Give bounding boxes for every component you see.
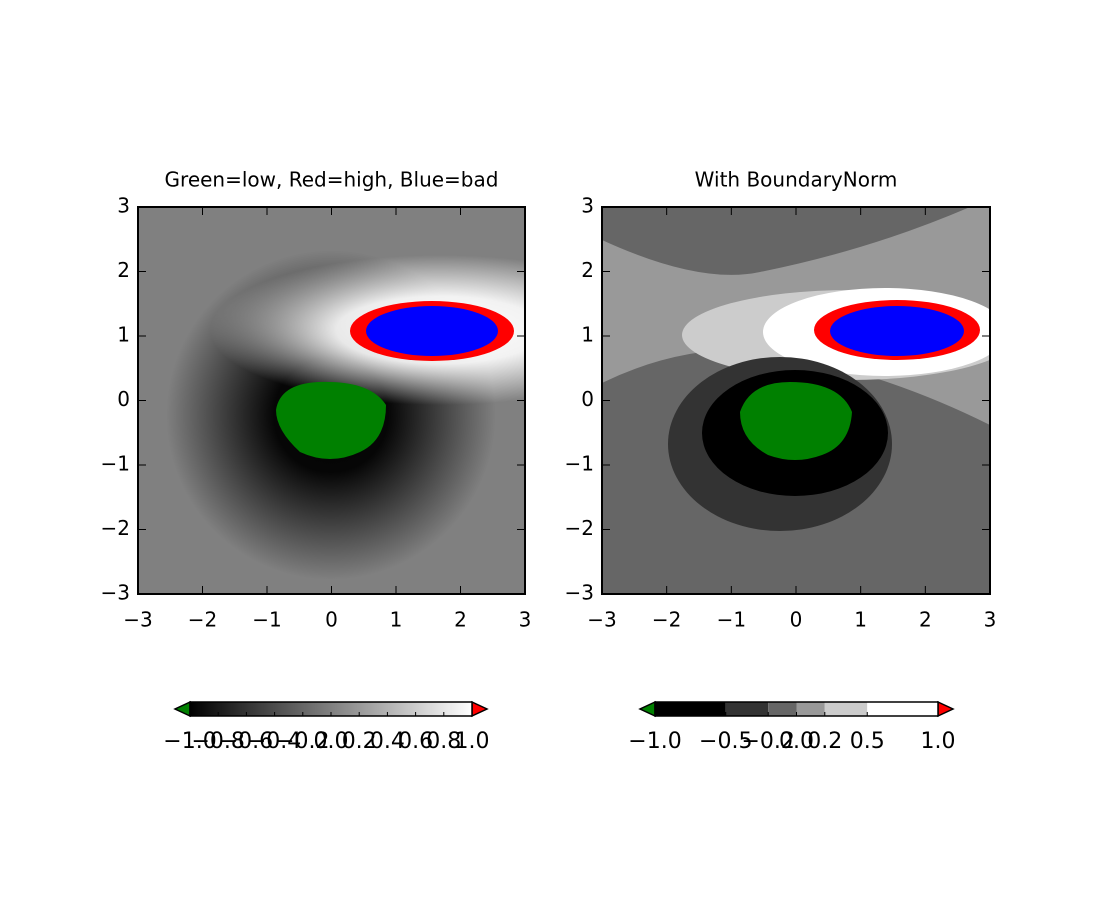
x-tick-label: −2 [652, 608, 681, 632]
colorbar-segment [655, 702, 726, 716]
y-tick-label: 1 [117, 323, 130, 347]
colorbar-segment [768, 702, 797, 716]
colorbar-tick-label: 0.4 [370, 729, 405, 754]
colorbar-tick-label: −0.4 [248, 729, 301, 754]
y-tick-label: −3 [565, 581, 594, 605]
bad-region [366, 306, 498, 356]
x-tick-label: −1 [252, 608, 281, 632]
colorbar-tick-label: 0.5 [850, 729, 885, 754]
y-tick-label: −1 [565, 452, 594, 476]
colorbar-segment [725, 702, 769, 716]
image-right [602, 207, 990, 594]
colorbar-tick-label: 0.0 [779, 729, 814, 754]
y-tick-label: −2 [101, 516, 130, 540]
colorbar-tick-label: −1.0 [163, 729, 216, 754]
colorbar-tick-label: 1.0 [921, 729, 956, 754]
y-tick-label: 3 [581, 194, 594, 218]
chart-title: Green=low, Red=high, Blue=bad [165, 168, 499, 192]
colorbar-tick-label: −0.2 [276, 729, 329, 754]
image-left [138, 207, 525, 594]
colorbar-tick-label: 1.0 [455, 729, 490, 754]
x-tick-label: −1 [717, 608, 746, 632]
colorbar-tick-label: 0.2 [342, 729, 377, 754]
x-tick-label: 3 [984, 608, 997, 632]
y-tick-label: 2 [117, 258, 130, 282]
x-tick-label: −3 [587, 608, 616, 632]
y-tick-label: 2 [581, 258, 594, 282]
x-tick-label: 0 [325, 608, 338, 632]
colorbar-under [173, 700, 191, 718]
colorbar-segment [867, 702, 938, 716]
colorbar-gradient [190, 702, 472, 716]
under-region [740, 382, 852, 460]
colorbar-tick-label: −0.5 [699, 729, 752, 754]
colorbar-tick-label: 0.6 [398, 729, 433, 754]
colorbar-tick-label: −0.2 [741, 729, 794, 754]
under-region [276, 381, 386, 459]
y-tick-label: −1 [101, 452, 130, 476]
y-tick-label: 3 [117, 194, 130, 218]
colorbar-over [937, 700, 955, 718]
bad-region [830, 306, 964, 356]
colorbar-tick-label: −1.0 [628, 729, 681, 754]
colorbar-segment [824, 702, 868, 716]
y-tick-label: 0 [581, 387, 594, 411]
x-tick-label: 2 [454, 608, 467, 632]
colorbar-tick-label: −0.6 [220, 729, 273, 754]
x-tick-label: −2 [188, 608, 217, 632]
colorbar-segment [796, 702, 825, 716]
x-tick-label: 1 [854, 608, 867, 632]
y-tick-label: 1 [581, 323, 594, 347]
x-tick-label: 0 [790, 608, 803, 632]
x-tick-label: 3 [519, 608, 532, 632]
x-tick-label: 1 [390, 608, 403, 632]
chart-title: With BoundaryNorm [695, 168, 898, 192]
x-tick-label: −3 [123, 608, 152, 632]
axes-frame [601, 206, 991, 595]
colorbar-under [638, 700, 656, 718]
x-tick-label: 2 [919, 608, 932, 632]
colorbar-tick-label: 0.2 [807, 729, 842, 754]
colorbar-tick-label: −0.8 [191, 729, 244, 754]
colorbar-over [471, 700, 489, 718]
colorbar-tick-label: 0.0 [314, 729, 349, 754]
colorbar-tick-label: 0.8 [426, 729, 461, 754]
y-tick-label: 0 [117, 387, 130, 411]
axes-frame [137, 206, 526, 595]
y-tick-label: −2 [565, 516, 594, 540]
y-tick-label: −3 [101, 581, 130, 605]
